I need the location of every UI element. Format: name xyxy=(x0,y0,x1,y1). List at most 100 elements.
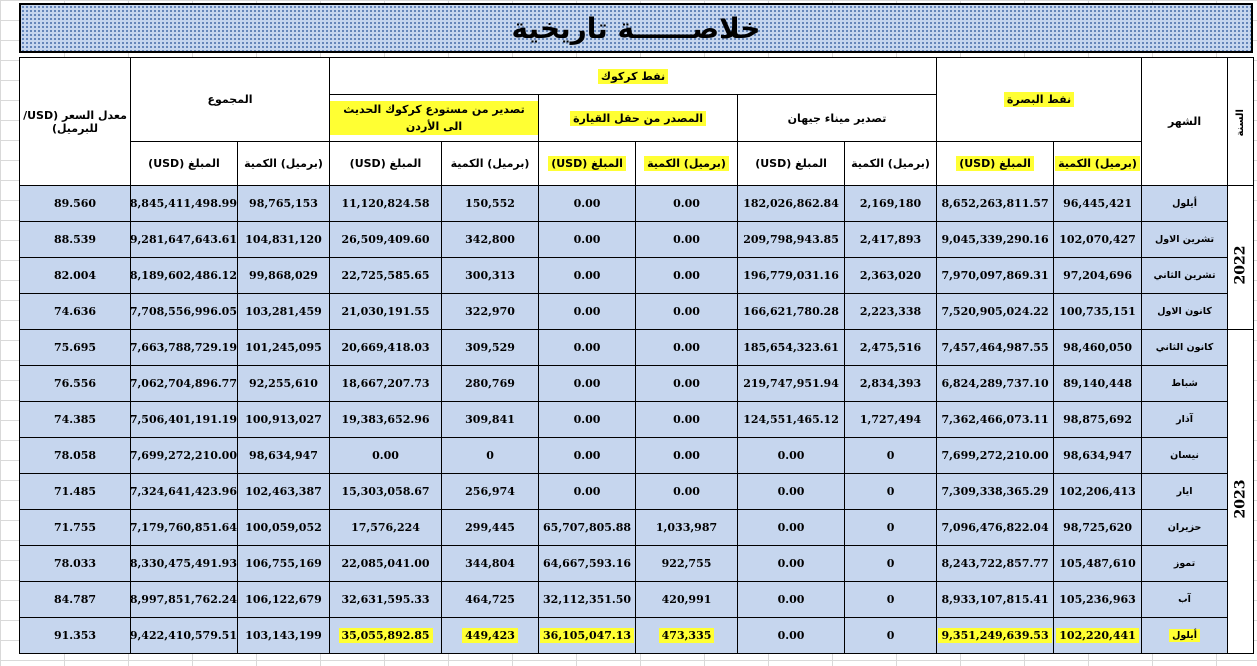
ceyhan-amount-header: المبلغ (USD) xyxy=(737,141,846,186)
total-amount-cell: 9,422,410,579.51 xyxy=(130,617,238,654)
summary-table: السنة الشهر نفط البصرة نفط كركوك المجموع… xyxy=(19,57,1255,654)
total-qty-cell: 100,059,052 xyxy=(237,509,330,546)
jordan-qty-cell: 150,552 xyxy=(441,185,540,222)
basra-amount-cell: 7,309,338,365.29 xyxy=(936,473,1055,510)
jordan-qty-cell: 344,804 xyxy=(441,545,540,582)
ceyhan-amount-cell: 0.00 xyxy=(737,617,846,654)
kirkuk-header: نفط كركوك xyxy=(328,57,938,95)
table-row: حزيران 98,725,620 7,096,476,822.04 0 0.00 1,0… xyxy=(19,509,1254,546)
total-header: المجموع xyxy=(130,57,330,142)
jordan-qty-cell: 280,769 xyxy=(441,365,540,402)
price-cell: 88.539 xyxy=(19,221,131,258)
price-cell: 74.636 xyxy=(19,293,131,330)
table-row: تشرين الاول 102,070,427 9,045,339,290.16 2,… xyxy=(19,221,1254,258)
month-cell: كانون الاول xyxy=(1141,293,1229,330)
basra-qty-cell: 98,725,620 xyxy=(1053,509,1143,546)
table-row: 2022 أيلول 96,445,421 8,652,263,811.57 2,169… xyxy=(19,185,1255,330)
ceyhan-qty-cell: 0 xyxy=(844,437,938,474)
jordan-header: تصدير من مستودع كركوك الحديث الى الأردن xyxy=(328,94,540,142)
total-qty-cell: 102,463,387 xyxy=(237,473,330,510)
ceyhan-qty-cell: 2,417,893 xyxy=(844,221,938,258)
ceyhan-qty-cell: 0 xyxy=(844,617,938,654)
jordan-qty-cell: 299,445 xyxy=(441,509,540,546)
basra-amount-header: المبلغ (USD) xyxy=(936,141,1055,186)
month-cell: آب xyxy=(1141,581,1229,618)
table-body: 2022 أيلول 96,445,421 8,652,263,811.57 2,169… xyxy=(19,185,1255,654)
qayyarah-qty-header: (برميل) الكمية xyxy=(635,141,739,186)
basra-amount-cell: 8,652,263,811.57 xyxy=(936,185,1055,222)
total-qty-cell: 101,245,095 xyxy=(237,329,330,366)
table-row: تموز 105,487,610 8,243,722,857.77 0 0.00 922,… xyxy=(19,545,1254,582)
total-amount-cell: 8,330,475,491.93 xyxy=(130,545,238,582)
qayyarah-amount-cell: 0.00 xyxy=(538,473,637,510)
total-amount-cell: 7,708,556,996.05 xyxy=(130,293,238,330)
ceyhan-header: تصدير ميناء جيهان xyxy=(737,94,938,142)
basra-amount-cell: 7,520,905,024.22 xyxy=(936,293,1055,330)
basra-amount-cell: 7,970,097,869.31 xyxy=(936,257,1055,294)
total-qty-cell: 103,143,199 xyxy=(237,617,330,654)
jordan-amount-cell: 32,631,595.33 xyxy=(328,581,443,618)
basra-qty-cell: 96,445,421 xyxy=(1053,185,1143,222)
ceyhan-amount-cell: 0.00 xyxy=(737,581,846,618)
total-qty-cell: 98,634,947 xyxy=(237,437,330,474)
month-cell: آذار xyxy=(1141,401,1229,438)
price-header: معدل السعر (USD/للبرميل) xyxy=(19,57,131,186)
basra-qty-cell: 89,140,448 xyxy=(1053,365,1143,402)
table-row: آذار 98,875,692 7,362,466,073.11 1,727,494 1… xyxy=(19,401,1254,438)
basra-amount-cell: 7,362,466,073.11 xyxy=(936,401,1055,438)
basra-qty-cell: 98,875,692 xyxy=(1053,401,1143,438)
ceyhan-qty-header: (برميل) الكمية xyxy=(844,141,938,186)
table-row: كانون الاول 100,735,151 7,520,905,024.22 2,… xyxy=(19,293,1254,330)
month-cell: نيسان xyxy=(1141,437,1229,474)
jordan-qty-cell: 0 xyxy=(441,437,540,474)
jordan-qty-cell: 449,423 xyxy=(441,617,540,654)
qayyarah-qty-cell: 0.00 xyxy=(635,365,739,402)
total-amount-cell: 8,845,411,498.99 xyxy=(130,185,238,222)
basra-amount-cell: 8,243,722,857.77 xyxy=(936,545,1055,582)
total-amount-cell: 8,189,602,486.12 xyxy=(130,257,238,294)
month-header: الشهر xyxy=(1141,57,1229,186)
qayyarah-qty-cell: 0.00 xyxy=(635,185,739,222)
basra-qty-cell: 105,236,963 xyxy=(1053,581,1143,618)
total-amount-cell: 7,324,641,423.96 xyxy=(130,473,238,510)
qayyarah-header: المصدر من حقل القيارة xyxy=(538,94,739,142)
jordan-amount-cell: 26,509,409.60 xyxy=(328,221,443,258)
qayyarah-amount-cell: 0.00 xyxy=(538,401,637,438)
total-qty-cell: 103,281,459 xyxy=(237,293,330,330)
qayyarah-qty-cell: 0.00 xyxy=(635,473,739,510)
price-cell: 84.787 xyxy=(19,581,131,618)
qayyarah-amount-cell: 0.00 xyxy=(538,221,637,258)
price-cell: 78.058 xyxy=(19,437,131,474)
ceyhan-qty-cell: 2,223,338 xyxy=(844,293,938,330)
qayyarah-qty-cell: 1,033,987 xyxy=(635,509,739,546)
month-cell: كانون الثاني xyxy=(1141,329,1229,366)
qayyarah-qty-cell: 922,755 xyxy=(635,545,739,582)
qayyarah-amount-cell: 0.00 xyxy=(538,293,637,330)
qayyarah-qty-cell: 0.00 xyxy=(635,257,739,294)
ceyhan-amount-cell: 166,621,780.28 xyxy=(737,293,846,330)
jordan-amount-cell: 35,055,892.85 xyxy=(328,617,443,654)
total-qty-cell: 100,913,027 xyxy=(237,401,330,438)
jordan-qty-cell: 322,970 xyxy=(441,293,540,330)
month-cell: أيلول xyxy=(1141,617,1229,654)
basra-amount-cell: 7,457,464,987.55 xyxy=(936,329,1055,366)
total-qty-cell: 106,122,679 xyxy=(237,581,330,618)
table-row: 2023 كانون الثاني 98,460,050 7,457,464,987.… xyxy=(19,329,1255,654)
price-cell: 76.556 xyxy=(19,365,131,402)
qayyarah-qty-cell: 0.00 xyxy=(635,437,739,474)
qayyarah-amount-cell: 0.00 xyxy=(538,185,637,222)
table-row: نيسان 98,634,947 7,699,272,210.00 0 0.00 0.00… xyxy=(19,437,1254,474)
total-qty-cell: 92,255,610 xyxy=(237,365,330,402)
qayyarah-qty-cell: 473,335 xyxy=(635,617,739,654)
price-cell: 71.485 xyxy=(19,473,131,510)
price-cell: 91.353 xyxy=(19,617,131,654)
jordan-amount-cell: 22,085,041.00 xyxy=(328,545,443,582)
total-qty-cell: 99,868,029 xyxy=(237,257,330,294)
month-cell: شباط xyxy=(1141,365,1229,402)
qayyarah-amount-cell: 0.00 xyxy=(538,257,637,294)
price-cell: 89.560 xyxy=(19,185,131,222)
page-title: خلاصــــــة تاريخية xyxy=(511,11,761,45)
ceyhan-qty-cell: 2,475,516 xyxy=(844,329,938,366)
qayyarah-qty-cell: 0.00 xyxy=(635,221,739,258)
ceyhan-qty-cell: 0 xyxy=(844,473,938,510)
